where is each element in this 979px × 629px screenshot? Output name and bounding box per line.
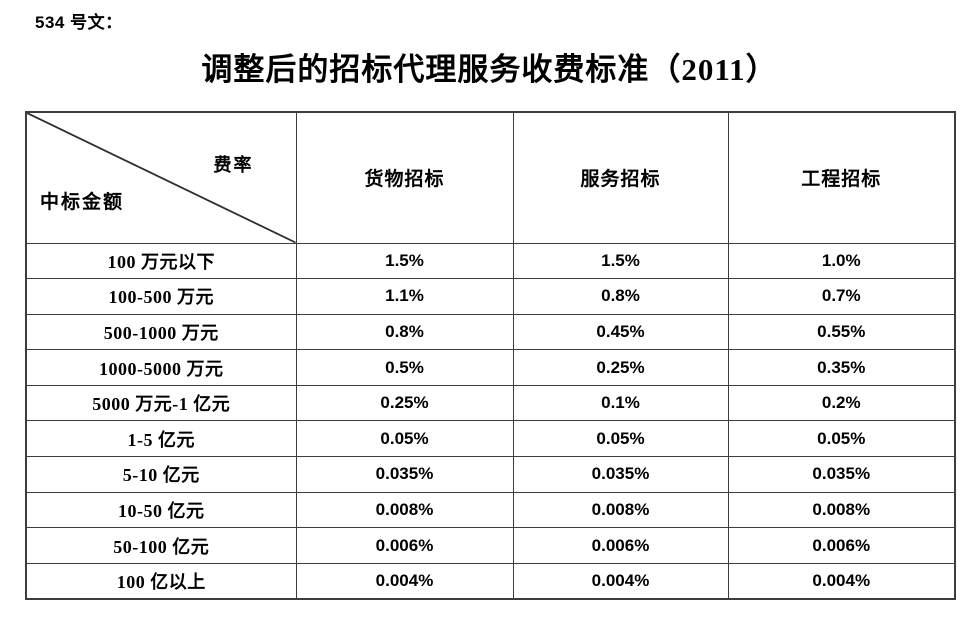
rate-service-cell: 0.45%: [512, 313, 729, 351]
rate-engineering-cell: 1.0%: [727, 242, 956, 280]
rate-engineering-cell: 0.35%: [727, 349, 956, 386]
table-row: 5000 万元-1 亿元 0.25% 0.1% 0.2%: [25, 384, 956, 422]
rate-engineering-cell: 0.008%: [727, 491, 956, 529]
rate-goods-cell: 0.5%: [295, 349, 514, 386]
row-amount-cell: 5-10 亿元: [25, 456, 297, 493]
rate-engineering-cell: 0.2%: [727, 384, 956, 422]
row-amount-cell: 100 亿以上: [25, 562, 297, 600]
rate-service-cell: 0.05%: [512, 420, 729, 458]
row-amount-cell: 10-50 亿元: [25, 491, 297, 529]
row-amount-cell: 50-100 亿元: [25, 527, 297, 564]
row-amount-cell: 500-1000 万元: [25, 313, 297, 351]
rate-goods-cell: 1.1%: [295, 278, 514, 315]
row-amount-cell: 1000-5000 万元: [25, 349, 297, 386]
rate-engineering-cell: 0.05%: [727, 420, 956, 458]
diagonal-header-cell: 费率 中标金额: [25, 111, 297, 244]
column-header-service-tender: 服务招标: [512, 111, 729, 244]
corner-label-bid-amount: 中标金额: [40, 192, 125, 213]
table-row: 100 万元以下 1.5% 1.5% 1.0%: [25, 242, 956, 280]
rate-service-cell: 0.008%: [512, 491, 729, 529]
table-body: 100 万元以下 1.5% 1.5% 1.0% 100-500 万元 1.1% 0.8% 0.…: [25, 242, 956, 600]
table-header-row: 费率 中标金额 货物招标 服务招标 工程招标: [25, 111, 956, 244]
table-row: 1000-5000 万元 0.5% 0.25% 0.35%: [25, 349, 956, 386]
table-row: 1-5 亿元 0.05% 0.05% 0.05%: [25, 420, 956, 458]
row-amount-cell: 1-5 亿元: [25, 420, 297, 458]
rate-service-cell: 0.004%: [512, 562, 729, 600]
rate-engineering-cell: 0.7%: [727, 278, 956, 315]
rate-service-cell: 0.006%: [512, 527, 729, 564]
rate-goods-cell: 0.008%: [295, 491, 514, 529]
rate-goods-cell: 0.006%: [295, 527, 514, 564]
rate-service-cell: 0.1%: [512, 384, 729, 422]
page-title: 调整后的招标代理服务收费标准（2011）: [201, 52, 778, 87]
table-row: 10-50 亿元 0.008% 0.008% 0.008%: [25, 491, 956, 529]
fee-standard-table: 费率 中标金额 货物招标 服务招标 工程招标 100 万元以下 1.5% 1.5% 1…: [25, 111, 956, 600]
rate-service-cell: 0.035%: [512, 456, 729, 493]
rate-service-cell: 0.25%: [512, 349, 729, 386]
rate-goods-cell: 0.8%: [295, 313, 514, 351]
table-row: 50-100 亿元 0.006% 0.006% 0.006%: [25, 527, 956, 564]
table-row: 5-10 亿元 0.035% 0.035% 0.035%: [25, 456, 956, 493]
table-row: 500-1000 万元 0.8% 0.45% 0.55%: [25, 313, 956, 351]
rate-service-cell: 0.8%: [512, 278, 729, 315]
rate-goods-cell: 1.5%: [295, 242, 514, 280]
rate-engineering-cell: 0.006%: [727, 527, 956, 564]
row-amount-cell: 100 万元以下: [25, 242, 297, 280]
corner-label-rate: 费率: [213, 155, 254, 175]
rate-goods-cell: 0.004%: [295, 562, 514, 600]
row-amount-cell: 5000 万元-1 亿元: [25, 384, 297, 422]
rate-engineering-cell: 0.035%: [727, 456, 956, 493]
diagonal-divider-line: [27, 113, 296, 243]
rate-service-cell: 1.5%: [512, 242, 729, 280]
table-row: 100-500 万元 1.1% 0.8% 0.7%: [25, 278, 956, 315]
rate-engineering-cell: 0.55%: [727, 313, 956, 351]
rate-goods-cell: 0.05%: [295, 420, 514, 458]
rate-goods-cell: 0.25%: [295, 384, 514, 422]
rate-goods-cell: 0.035%: [295, 456, 514, 493]
row-amount-cell: 100-500 万元: [25, 278, 297, 315]
column-header-engineering-tender: 工程招标: [727, 111, 956, 244]
column-header-goods-tender: 货物招标: [295, 111, 514, 244]
table-row: 100 亿以上 0.004% 0.004% 0.004%: [25, 562, 956, 600]
doc-number-label: 534 号文：: [35, 13, 123, 32]
rate-engineering-cell: 0.004%: [727, 562, 956, 600]
